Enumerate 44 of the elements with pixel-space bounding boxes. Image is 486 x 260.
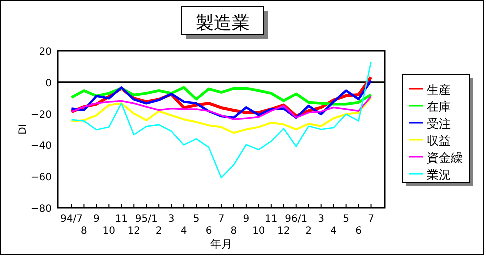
x-tick-label: 9 bbox=[243, 214, 250, 225]
x-tick-label: 96/1 bbox=[285, 214, 308, 225]
legend-label: 業況 bbox=[427, 168, 451, 182]
x-tick-label: 5 bbox=[343, 214, 350, 225]
x-tick-label: 10 bbox=[252, 226, 266, 237]
x-tick-label: 95/1 bbox=[135, 214, 158, 225]
y-tick-label: 0 bbox=[46, 78, 52, 90]
x-tick-label: 2 bbox=[306, 226, 312, 237]
x-tick-label: 12 bbox=[128, 226, 140, 237]
legend-label: 受注 bbox=[427, 117, 451, 131]
x-tick-label: 4 bbox=[180, 226, 188, 237]
x-tick-label: 10 bbox=[102, 226, 116, 237]
x-tick-label: 8 bbox=[81, 226, 88, 237]
x-tick-label: 6 bbox=[206, 226, 212, 237]
x-tick-label: 11 bbox=[265, 214, 278, 225]
y-tick-label: −60 bbox=[30, 172, 52, 184]
y-axis-title: DI bbox=[18, 124, 29, 135]
y-tick-label: 20 bbox=[39, 47, 52, 58]
x-tick-label: 8 bbox=[230, 226, 238, 237]
x-axis-title: 年月 bbox=[210, 238, 232, 251]
x-tick-label: 7 bbox=[368, 214, 374, 225]
x-tick-label: 5 bbox=[193, 214, 200, 225]
x-tick-label: 7 bbox=[218, 214, 225, 225]
x-tick-label: 6 bbox=[356, 226, 362, 237]
legend-label: 収益 bbox=[427, 134, 451, 148]
x-tick-label: 11 bbox=[115, 214, 128, 225]
line-series bbox=[70, 96, 372, 134]
y-tick-label: −20 bbox=[30, 110, 52, 121]
legend-label: 資金繰 bbox=[427, 151, 463, 165]
x-tick-label: 9 bbox=[94, 214, 100, 225]
x-tick-label: 3 bbox=[168, 214, 175, 225]
line-series bbox=[70, 86, 373, 106]
chart-title: 製造業 bbox=[196, 13, 250, 34]
line-series bbox=[71, 62, 372, 179]
x-tick-label: 94/7 bbox=[60, 214, 83, 225]
line-series bbox=[70, 96, 372, 120]
legend-label: 生産 bbox=[427, 83, 451, 97]
legend-label: 在庫 bbox=[427, 100, 451, 114]
x-tick-label: 2 bbox=[156, 226, 162, 237]
y-tick-label: −40 bbox=[30, 141, 52, 152]
x-tick-label: 3 bbox=[318, 214, 325, 225]
x-tick-label: 4 bbox=[330, 226, 338, 237]
y-tick-label: −80 bbox=[30, 204, 52, 215]
x-tick-label: 12 bbox=[278, 226, 290, 237]
